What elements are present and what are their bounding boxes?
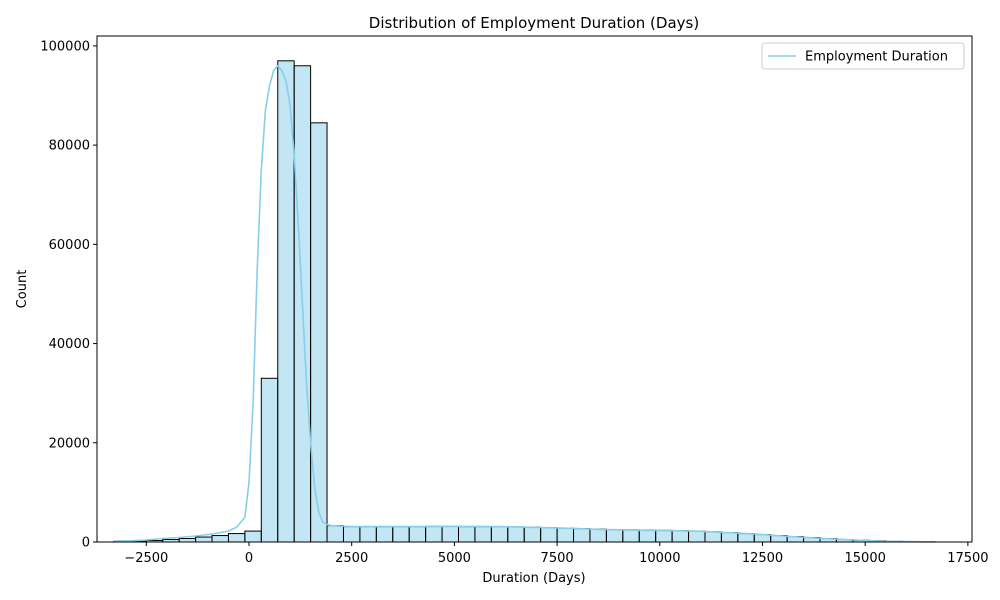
histogram-bar: [556, 527, 575, 543]
histogram-bar: [195, 536, 213, 543]
legend: Employment Duration: [761, 42, 965, 70]
x-tick-label: 5000: [438, 551, 471, 566]
histogram-bar: [573, 528, 591, 543]
x-tick-label: 0: [245, 551, 253, 566]
y-tick-label: 80000: [49, 139, 90, 154]
histogram-bar: [622, 529, 640, 543]
histogram-bar: [540, 527, 558, 543]
x-tick-label: 10000: [639, 551, 680, 566]
histogram-bar: [211, 535, 229, 543]
histogram-bar: [655, 529, 673, 543]
x-tick-label: 17500: [947, 551, 988, 566]
y-tick-label: 100000: [40, 39, 90, 54]
x-axis: −2500 0 2500 5000 7500 10000 12500 15000 17500: [124, 542, 989, 566]
histogram-bar: [178, 538, 197, 543]
histogram-bar: [227, 533, 246, 543]
histogram-bar: [375, 526, 394, 543]
legend-label: Employment Duration: [805, 50, 948, 65]
x-tick-label: 2500: [335, 551, 368, 566]
histogram-bar: [326, 525, 344, 543]
histogram-bar: [425, 525, 443, 543]
y-tick-label: 40000: [49, 337, 90, 352]
histogram-bar: [737, 533, 755, 543]
histogram-bar: [310, 122, 328, 543]
histogram-bar: [704, 531, 722, 543]
y-tick-label: 0: [82, 536, 90, 551]
histogram-bar: [671, 530, 690, 543]
histogram-bar: [244, 530, 262, 543]
histogram-bar: [507, 526, 525, 543]
y-tick-label: 60000: [49, 238, 90, 253]
histogram-bar: [441, 525, 460, 543]
histogram-bar: [490, 526, 509, 543]
x-tick-label: 15000: [845, 551, 886, 566]
histogram-bar: [359, 526, 377, 543]
histogram-bar: [392, 526, 410, 543]
x-axis-title: Duration (Days): [482, 571, 585, 586]
y-axis: 0 20000 40000 60000 80000 100000: [40, 39, 97, 551]
histogram-bar: [589, 528, 607, 543]
x-tick-label: 12500: [742, 551, 783, 566]
kde-line: [113, 65, 936, 543]
bars-layer: [112, 60, 936, 543]
y-axis-title: Count: [15, 270, 30, 309]
histogram-bar: [342, 526, 361, 543]
histogram-bar: [458, 526, 476, 543]
histogram-bar: [688, 530, 706, 543]
y-tick-label: 20000: [49, 436, 90, 451]
histogram-bar: [260, 377, 279, 543]
x-tick-label: −2500: [124, 551, 168, 566]
histogram-bar: [408, 526, 427, 543]
histogram-bar: [638, 529, 657, 543]
legend-box: [761, 42, 965, 70]
chart-title: Distribution of Employment Duration (Day…: [369, 14, 699, 32]
x-tick-label: 7500: [541, 551, 574, 566]
kde-layer: [113, 65, 936, 543]
histogram-bar: [720, 532, 739, 543]
histogram-bar: [605, 529, 624, 543]
histogram-bar: [474, 526, 492, 543]
plot-frame: [96, 35, 973, 543]
histogram-bar: [523, 526, 542, 543]
